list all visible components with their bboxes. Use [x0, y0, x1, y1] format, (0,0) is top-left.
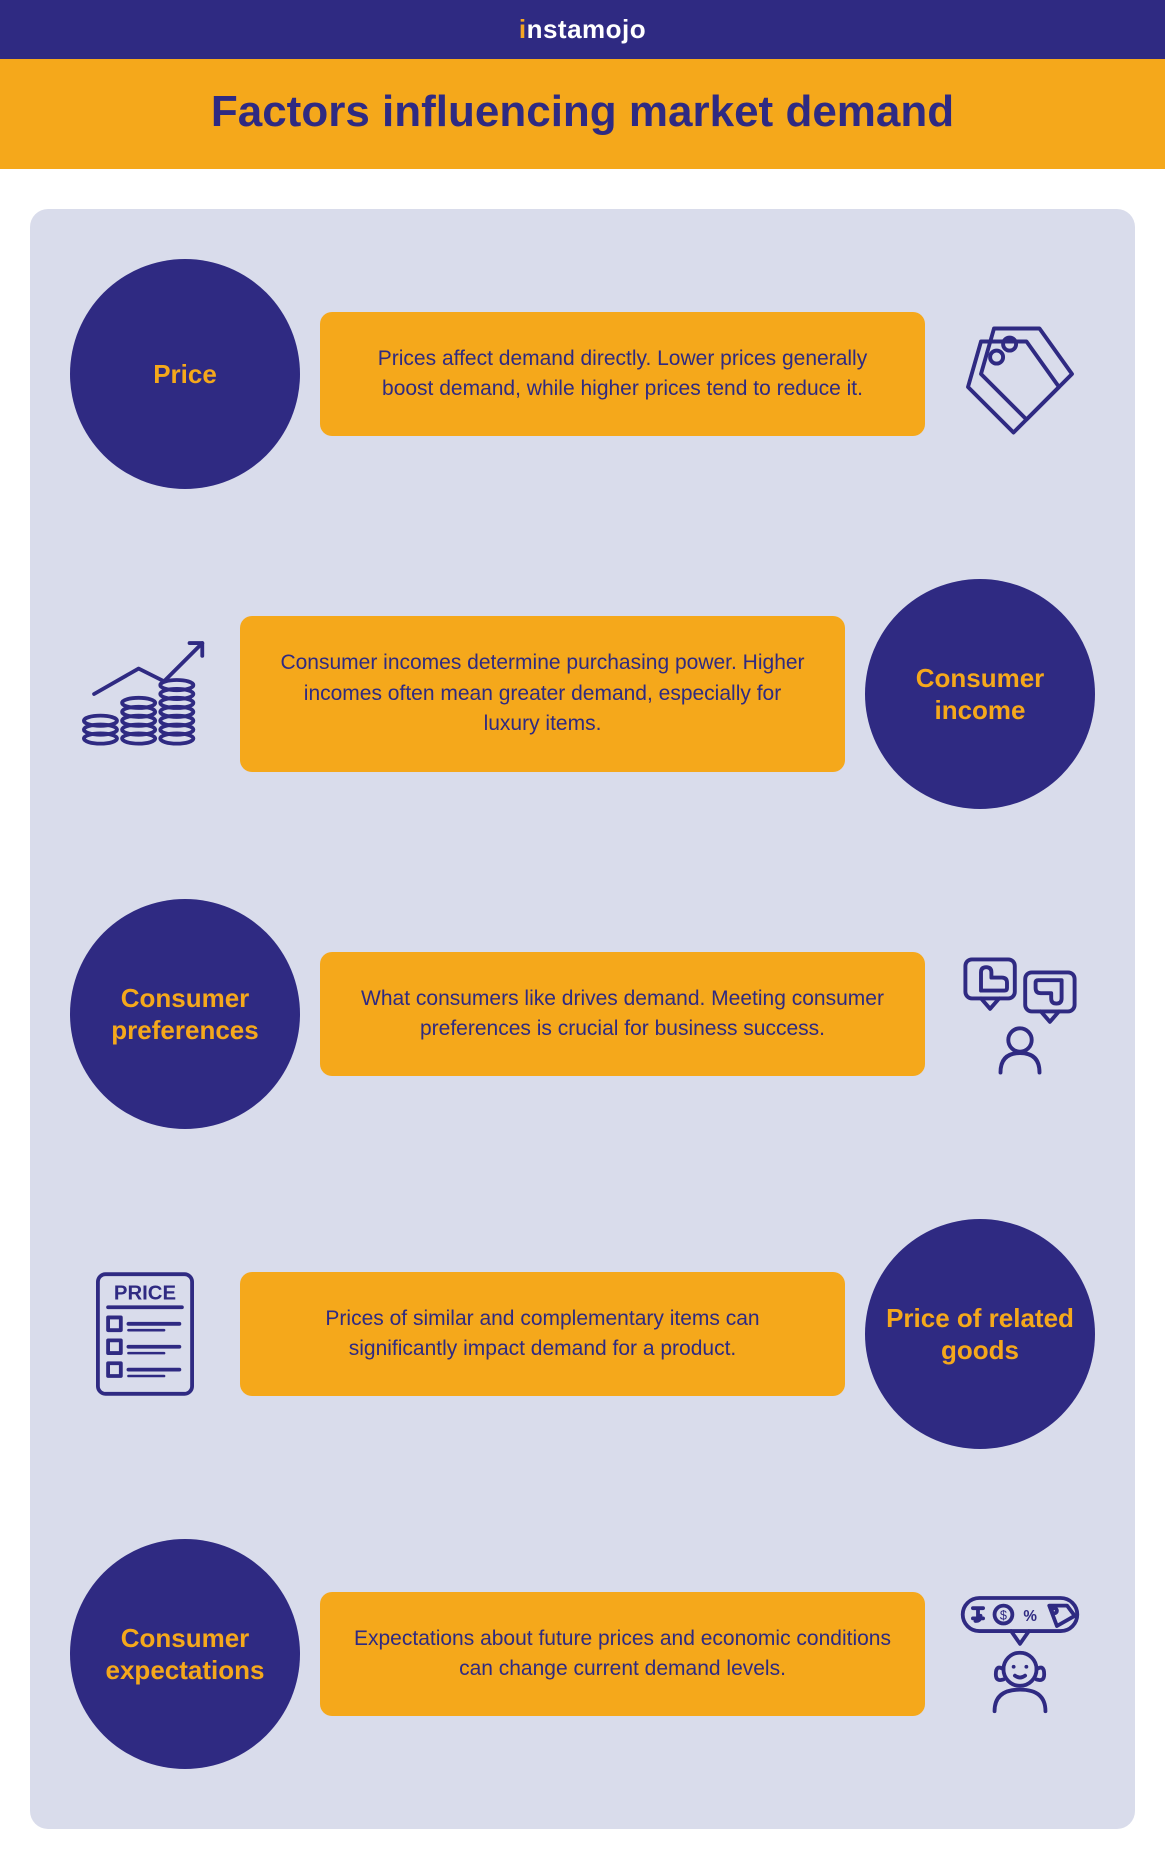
factor-row-price: Price Prices affect demand directly. Low…	[70, 259, 1095, 489]
svg-text:%: %	[1023, 1608, 1037, 1625]
factor-row-income: Consumer incomes determine purchasing po…	[70, 579, 1095, 809]
factor-circle: Price	[70, 259, 300, 489]
price-tag-icon	[945, 309, 1095, 439]
svg-text:PRICE: PRICE	[114, 1283, 176, 1305]
factor-row-preferences: Consumer preferences What consumers like…	[70, 899, 1095, 1129]
factor-circle: Price of related goods	[865, 1219, 1095, 1449]
factor-name: Price of related goods	[865, 1302, 1095, 1367]
factor-desc: Consumer incomes determine purchasing po…	[274, 648, 811, 739]
factor-circle: Consumer preferences	[70, 899, 300, 1129]
factor-row-related-goods: PRICE Prices of similar and complementar…	[70, 1219, 1095, 1449]
logo-prefix: i	[519, 14, 527, 44]
factor-desc: Expectations about future prices and eco…	[354, 1624, 891, 1685]
factor-desc-box: Expectations about future prices and eco…	[320, 1592, 925, 1717]
thumbs-icon	[945, 949, 1095, 1079]
factor-desc-box: What consumers like drives demand. Meeti…	[320, 952, 925, 1077]
brand-logo: instamojo	[519, 14, 646, 44]
factor-desc: Prices affect demand directly. Lower pri…	[354, 344, 891, 405]
factor-desc: Prices of similar and complementary item…	[274, 1304, 811, 1365]
factor-desc-box: Prices of similar and complementary item…	[240, 1272, 845, 1397]
factor-name: Consumer expectations	[70, 1622, 300, 1687]
factor-name: Consumer income	[865, 662, 1095, 727]
title-band: Factors influencing market demand	[0, 59, 1165, 169]
coins-growth-icon	[70, 629, 220, 759]
factor-name: Price	[135, 358, 235, 391]
expectations-icon: $ %	[945, 1589, 1095, 1719]
factor-circle: Consumer expectations	[70, 1539, 300, 1769]
factor-desc-box: Prices affect demand directly. Lower pri…	[320, 312, 925, 437]
factor-desc-box: Consumer incomes determine purchasing po…	[240, 616, 845, 771]
header-logo-bar: instamojo	[0, 0, 1165, 59]
price-list-icon: PRICE	[70, 1264, 220, 1404]
factor-circle: Consumer income	[865, 579, 1095, 809]
factor-name: Consumer preferences	[70, 982, 300, 1047]
logo-rest: nstamojo	[527, 14, 647, 44]
factor-row-expectations: Consumer expectations Expectations about…	[70, 1539, 1095, 1769]
svg-text:$: $	[1000, 1608, 1007, 1623]
page-title: Factors influencing market demand	[10, 87, 1155, 137]
factor-desc: What consumers like drives demand. Meeti…	[354, 984, 891, 1045]
factors-panel: Price Prices affect demand directly. Low…	[30, 209, 1135, 1829]
